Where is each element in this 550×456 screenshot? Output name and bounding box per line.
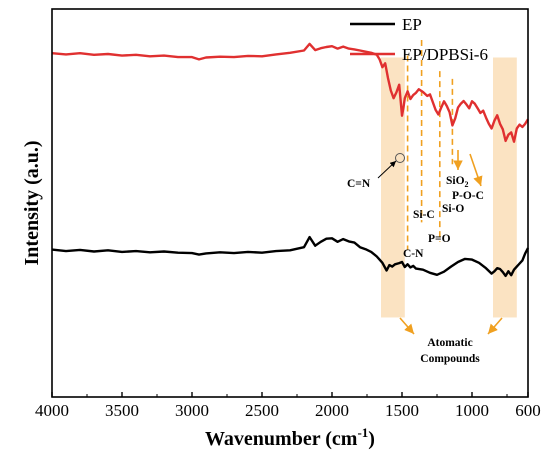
label-p-o-c: P-O-C (452, 190, 484, 202)
x-tick-label-2000: 2000 (315, 401, 349, 420)
x-axis-title: Wavenumber (cm-1) (205, 425, 375, 450)
series-line-ep (51, 235, 530, 278)
legend-label-ep-dpbsi6: EP/DPBSi-6 (402, 45, 488, 64)
highlight-band-0 (381, 57, 405, 318)
label-sio2: SiO2 (446, 175, 469, 189)
label-aromatic-line2: Compounds (420, 353, 480, 365)
label-p-o-double: P=O (428, 233, 451, 245)
plot-frame (51, 8, 529, 398)
x-tick-label-4000: 4000 (35, 401, 69, 420)
aromatic-arrow-right (487, 317, 503, 335)
series-line-ep-dpbsi-6 (51, 42, 530, 143)
legend: EP EP/DPBSi-6 (350, 15, 488, 64)
label-si-o: Si-O (442, 203, 464, 215)
x-tick-label-600: 600 (515, 401, 541, 420)
label-aromatic-line1: Atomatic (427, 337, 472, 349)
label-si-c: Si-C (413, 209, 435, 221)
x-tick-label-2500: 2500 (245, 401, 279, 420)
legend-label-ep: EP (402, 15, 422, 34)
label-cn-single: C-N (403, 248, 424, 260)
x-tick-label-1000: 1000 (455, 401, 489, 420)
spectra-series (51, 42, 530, 278)
highlight-band-1 (493, 57, 517, 318)
label-cn-double: C=N (347, 178, 371, 190)
aromatic-arrow-left (399, 317, 415, 335)
x-tick-label-3000: 3000 (175, 401, 209, 420)
cn-double-arrow (377, 160, 397, 179)
peak-annotations: C=N C-N Si-C P=O Si-O SiO2 P-O-C Atomati… (347, 150, 503, 365)
cn-peak-marker (395, 153, 405, 163)
x-axis-ticks: 4000 3500 3000 2500 2000 1500 1000 600 (35, 392, 541, 420)
x-tick-label-1500: 1500 (385, 401, 419, 420)
y-axis-title: Intensity (a.u.) (21, 140, 43, 265)
x-tick-label-3500: 3500 (105, 401, 139, 420)
p-o-c-arrow (469, 153, 483, 187)
